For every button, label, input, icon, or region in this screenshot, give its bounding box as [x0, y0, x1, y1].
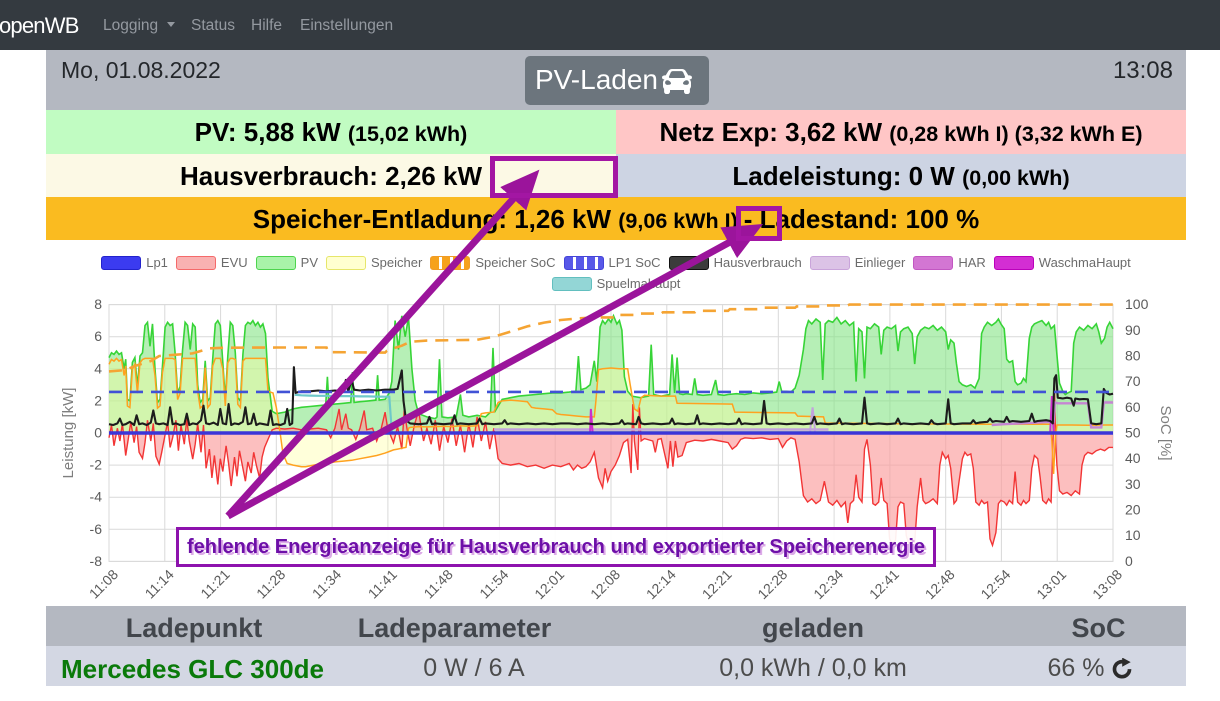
- svg-text:11:21: 11:21: [197, 566, 233, 602]
- svg-text:SoC [%]: SoC [%]: [1157, 405, 1174, 460]
- svg-text:13:01: 13:01: [1033, 566, 1069, 602]
- svg-text:11:28: 11:28: [253, 566, 289, 602]
- svg-text:-6: -6: [90, 521, 103, 537]
- svg-text:50: 50: [1125, 425, 1141, 441]
- svg-text:30: 30: [1125, 476, 1141, 492]
- svg-text:-2: -2: [90, 457, 103, 473]
- svg-text:12:08: 12:08: [587, 566, 623, 602]
- svg-text:11:08: 11:08: [86, 566, 122, 602]
- svg-text:40: 40: [1125, 450, 1141, 466]
- svg-text:2: 2: [94, 392, 102, 408]
- svg-text:12:54: 12:54: [977, 566, 1013, 602]
- svg-text:Leistung [kW]: Leistung [kW]: [60, 388, 77, 479]
- svg-text:80: 80: [1125, 348, 1141, 364]
- svg-text:12:14: 12:14: [643, 566, 679, 602]
- svg-text:11:48: 11:48: [420, 566, 456, 602]
- svg-text:8: 8: [94, 296, 102, 312]
- svg-text:11:14: 11:14: [142, 566, 178, 602]
- svg-text:12:48: 12:48: [922, 566, 958, 602]
- svg-text:90: 90: [1125, 322, 1141, 338]
- svg-text:11:34: 11:34: [309, 566, 345, 602]
- svg-text:12:34: 12:34: [810, 566, 846, 602]
- svg-text:6: 6: [94, 328, 102, 344]
- svg-text:12:21: 12:21: [699, 566, 735, 602]
- svg-text:-4: -4: [90, 489, 103, 505]
- svg-text:60: 60: [1125, 399, 1141, 415]
- svg-text:0: 0: [94, 425, 102, 441]
- svg-text:4: 4: [94, 360, 102, 376]
- svg-text:12:01: 12:01: [531, 566, 567, 602]
- svg-text:-8: -8: [90, 553, 103, 569]
- svg-text:70: 70: [1125, 373, 1141, 389]
- svg-text:20: 20: [1125, 502, 1141, 518]
- svg-text:12:28: 12:28: [754, 566, 790, 602]
- svg-text:12:41: 12:41: [866, 566, 902, 602]
- svg-text:0: 0: [1125, 553, 1133, 569]
- svg-text:11:54: 11:54: [476, 566, 512, 602]
- svg-text:100: 100: [1125, 296, 1149, 312]
- svg-text:11:41: 11:41: [365, 566, 401, 602]
- svg-text:13:08: 13:08: [1089, 566, 1125, 602]
- svg-text:10: 10: [1125, 527, 1141, 543]
